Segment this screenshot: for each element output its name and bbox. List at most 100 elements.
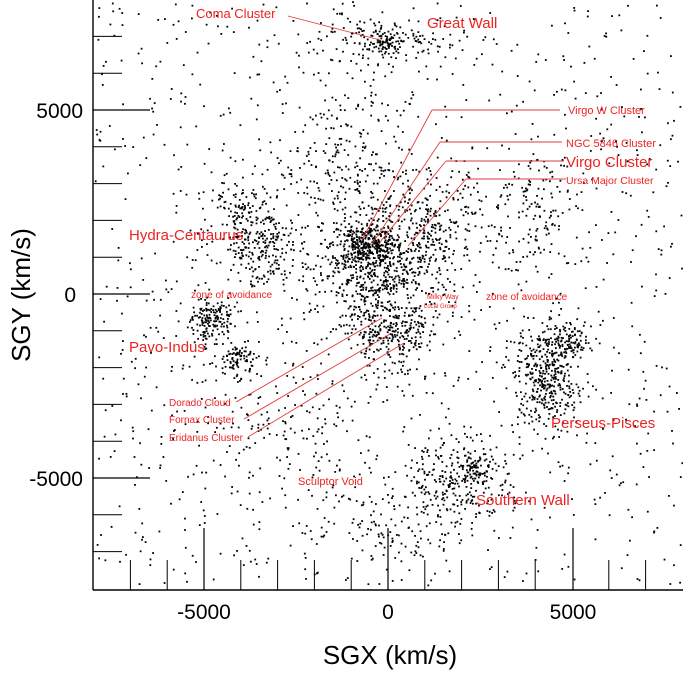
- galaxy-point: [562, 379, 565, 381]
- galaxy-point: [570, 347, 573, 350]
- galaxy-point: [260, 60, 263, 63]
- galaxy-point: [475, 473, 478, 476]
- galaxy-point: [270, 219, 273, 222]
- galaxy-point: [509, 340, 512, 343]
- galaxy-point: [430, 256, 432, 259]
- galaxy-point: [551, 363, 554, 365]
- galaxy-point: [353, 324, 355, 327]
- galaxy-point: [269, 196, 272, 199]
- galaxy-point: [398, 279, 401, 281]
- galaxy-point: [531, 368, 533, 370]
- galaxy-point: [450, 221, 453, 223]
- galaxy-point: [361, 251, 364, 254]
- galaxy-point: [414, 271, 417, 274]
- dorado-leader: [235, 317, 383, 403]
- galaxy-point: [307, 253, 310, 256]
- galaxy-point: [519, 332, 522, 335]
- galaxy-point: [353, 231, 356, 234]
- galaxy-point: [424, 376, 426, 378]
- galaxy-point: [420, 266, 423, 268]
- galaxy-point: [321, 222, 323, 224]
- galaxy-point: [260, 231, 263, 234]
- galaxy-point: [499, 484, 502, 487]
- galaxy-point: [402, 320, 404, 323]
- galaxy-point: [247, 235, 250, 238]
- galaxy-point: [437, 288, 440, 291]
- galaxy-point: [316, 508, 319, 510]
- galaxy-point: [645, 399, 648, 401]
- galaxy-point: [612, 419, 615, 421]
- galaxy-point: [545, 221, 548, 224]
- galaxy-point: [636, 403, 638, 406]
- galaxy-point: [423, 38, 426, 40]
- galaxy-point: [512, 486, 515, 488]
- galaxy-point: [599, 496, 601, 499]
- galaxy-point: [507, 215, 509, 218]
- galaxy-point: [568, 335, 571, 337]
- galaxy-point: [96, 133, 99, 136]
- galaxy-point: [590, 135, 593, 137]
- galaxy-point: [214, 320, 216, 323]
- galaxy-point: [389, 257, 391, 260]
- galaxy-point: [116, 287, 119, 289]
- galaxy-point: [229, 362, 232, 364]
- galaxy-point: [452, 385, 455, 387]
- galaxy-point: [291, 265, 294, 267]
- galaxy-point: [532, 317, 535, 319]
- galaxy-point: [330, 127, 333, 129]
- galaxy-point: [556, 186, 559, 188]
- galaxy-point: [438, 238, 440, 241]
- galaxy-point: [349, 498, 352, 501]
- galaxy-point: [591, 349, 593, 352]
- galaxy-point: [233, 242, 235, 245]
- galaxy-point: [214, 311, 217, 314]
- galaxy-point: [539, 379, 542, 381]
- galaxy-point: [384, 46, 386, 49]
- galaxy-point: [111, 228, 114, 230]
- galaxy-point: [229, 322, 232, 325]
- galaxy-point: [346, 17, 349, 20]
- galaxy-point: [232, 31, 235, 33]
- galaxy-point: [438, 427, 440, 430]
- galaxy-point: [241, 235, 243, 237]
- galaxy-point: [466, 479, 469, 482]
- galaxy-point: [200, 319, 203, 322]
- galaxy-point: [481, 213, 484, 216]
- galaxy-point: [251, 275, 254, 278]
- galaxy-point: [460, 503, 463, 506]
- galaxy-point: [613, 346, 615, 349]
- galaxy-point: [331, 59, 334, 62]
- galaxy-point: [234, 353, 237, 356]
- galaxy-point: [518, 163, 520, 166]
- galaxy-point: [378, 241, 381, 244]
- galaxy-point: [358, 333, 361, 336]
- galaxy-point: [638, 397, 641, 400]
- galaxy-point: [313, 73, 315, 76]
- galaxy-point: [193, 341, 196, 344]
- galaxy-point: [378, 524, 380, 527]
- galaxy-point: [439, 248, 442, 251]
- galaxy-point: [365, 435, 368, 438]
- galaxy-point: [399, 244, 401, 247]
- galaxy-point: [376, 383, 379, 386]
- galaxy-point: [432, 253, 435, 256]
- galaxy-point: [540, 367, 542, 369]
- galaxy-point: [379, 264, 381, 267]
- galaxy-point: [167, 291, 170, 294]
- galaxy-point: [171, 414, 173, 417]
- galaxy-point: [206, 308, 208, 311]
- galaxy-point: [415, 40, 418, 43]
- galaxy-point: [530, 409, 532, 412]
- galaxy-point: [565, 333, 568, 336]
- galaxy-point: [559, 402, 562, 404]
- galaxy-point: [248, 353, 251, 356]
- galaxy-point: [287, 467, 290, 470]
- galaxy-point: [197, 316, 200, 319]
- galaxy-point: [550, 399, 553, 402]
- galaxy-point: [525, 280, 528, 283]
- galaxy-point: [365, 214, 368, 216]
- galaxy-point: [524, 190, 527, 193]
- galaxy-point: [218, 198, 220, 201]
- galaxy-point: [477, 482, 480, 484]
- galaxy-point: [594, 503, 597, 505]
